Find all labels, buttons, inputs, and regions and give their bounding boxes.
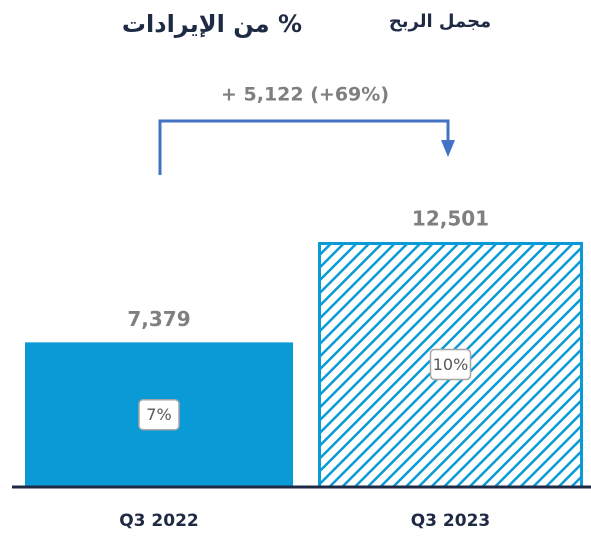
x-tick-label: Q3 2022 <box>119 511 199 531</box>
x-tick-label: Q3 2023 <box>411 511 491 531</box>
value-label: 12,501 <box>412 207 489 231</box>
share-label: 7% <box>146 405 171 424</box>
share-label: 10% <box>433 355 469 374</box>
arrow-head <box>441 140 455 157</box>
share-box <box>138 398 180 431</box>
value-label: 7,379 <box>127 307 190 331</box>
share-box <box>429 348 472 381</box>
chart-title: مجمل الربح <box>389 11 491 32</box>
change-arrow <box>158 119 450 175</box>
chart-subtitle: % من الإيرادات <box>122 10 302 38</box>
annotation: + 5,122 (+69%) <box>221 84 389 106</box>
